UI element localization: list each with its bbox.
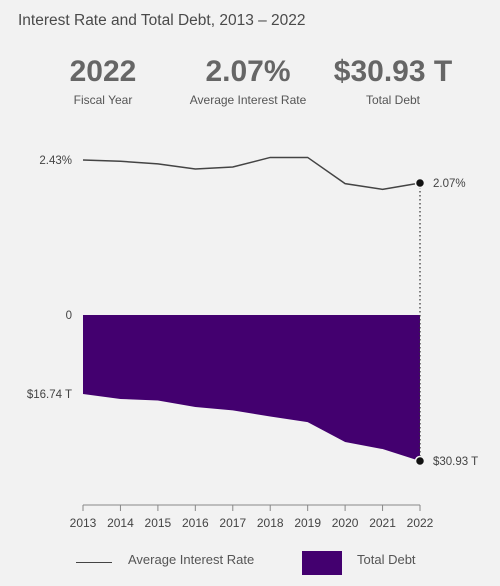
rate-end-label: 2.07% — [433, 178, 466, 190]
kpi-fiscal-year-value: 2022 — [69, 55, 137, 88]
chart-title: Interest Rate and Total Debt, 2013 – 202… — [18, 12, 306, 29]
x-tick-label: 2016 — [182, 516, 209, 530]
debt-area — [83, 315, 420, 461]
rate-start-label: 2.43% — [39, 155, 72, 167]
x-tick-label: 2013 — [70, 516, 97, 530]
x-tick-label: 2018 — [257, 516, 284, 530]
debt-end-label: $30.93 T — [433, 456, 478, 468]
kpi-average-interest-rate: 2.07% Average Interest Rate — [173, 54, 323, 107]
kpi-total-debt: $30.93 T Total Debt — [318, 54, 468, 107]
x-tick-label: 2021 — [369, 516, 396, 530]
kpi-fiscal-year: 2022 Fiscal Year — [28, 54, 178, 107]
legend-line-icon — [76, 562, 112, 563]
legend-rate-label: Average Interest Rate — [128, 552, 255, 567]
kpi-average-interest-rate-label: Average Interest Rate — [189, 93, 307, 107]
kpi-fiscal-year-label: Fiscal Year — [73, 93, 133, 107]
x-tick-label: 2019 — [294, 516, 321, 530]
x-tick-label: 2017 — [219, 516, 246, 530]
x-tick-label: 2020 — [332, 516, 359, 530]
rate-line — [82, 156, 421, 191]
legend-swatch-icon — [302, 551, 342, 575]
debt-start-label: $16.74 T — [27, 389, 72, 401]
kpi-total-debt-label: Total Debt — [365, 93, 421, 107]
rate-end-marker — [414, 177, 426, 189]
x-tick-label: 2015 — [145, 516, 172, 530]
interest-debt-chart: 2013 2014 2015 2016 2017 2018 2019 2020 2021 2022… — [27, 155, 478, 530]
kpi-average-interest-rate-value: 2.07% — [205, 55, 291, 88]
x-tick-label: 2014 — [107, 516, 134, 530]
legend-debt-label: Total Debt — [357, 552, 416, 567]
debt-end-marker — [414, 455, 426, 467]
x-tick-label: 2022 — [407, 516, 434, 530]
debt-zero-label: 0 — [66, 310, 72, 322]
kpi-total-debt-value: $30.93 T — [333, 55, 453, 88]
